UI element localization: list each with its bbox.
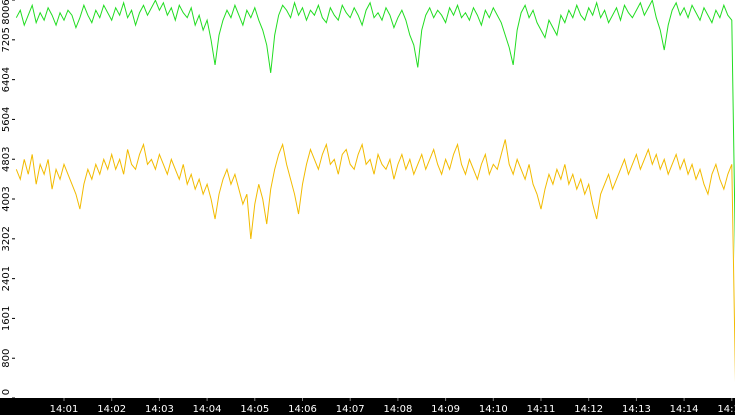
x-axis-bar: [0, 398, 735, 415]
x-tick-label: 14:12: [574, 404, 603, 415]
x-tick-label: 14:15: [717, 404, 735, 415]
y-tick-label: 800: [1, 349, 12, 368]
y-tick-label: 7205: [1, 27, 12, 52]
y-tick-label: 1601: [1, 306, 12, 331]
x-tick-label: 14:08: [383, 404, 412, 415]
x-tick-label: 14:03: [145, 404, 174, 415]
x-tick-label: 14:11: [527, 404, 556, 415]
x-tick-label: 14:05: [240, 404, 269, 415]
y-tick-label: 2401: [1, 266, 12, 291]
y-tick-label: 0: [1, 389, 12, 395]
series-line: [15, 0, 735, 259]
x-tick-label: 14:02: [97, 404, 126, 415]
y-tick-label: 6404: [1, 67, 12, 92]
x-tick-label: 14:13: [622, 404, 651, 415]
series-line: [15, 139, 735, 383]
x-tick-label: 14:09: [431, 404, 460, 415]
x-tick-label: 14:06: [288, 404, 317, 415]
x-tick-label: 14:04: [193, 404, 222, 415]
y-tick-label: 8006: [1, 0, 12, 25]
y-tick-label: 4803: [1, 147, 12, 172]
y-tick-label: 3202: [1, 226, 12, 251]
y-tick-label: 5604: [1, 107, 12, 132]
x-tick-label: 14:07: [336, 404, 365, 415]
x-tick-label: 14:14: [670, 404, 699, 415]
x-tick-label: 14:01: [50, 404, 79, 415]
y-tick-label: 4003: [1, 186, 12, 211]
x-tick-label: 14:10: [479, 404, 508, 415]
